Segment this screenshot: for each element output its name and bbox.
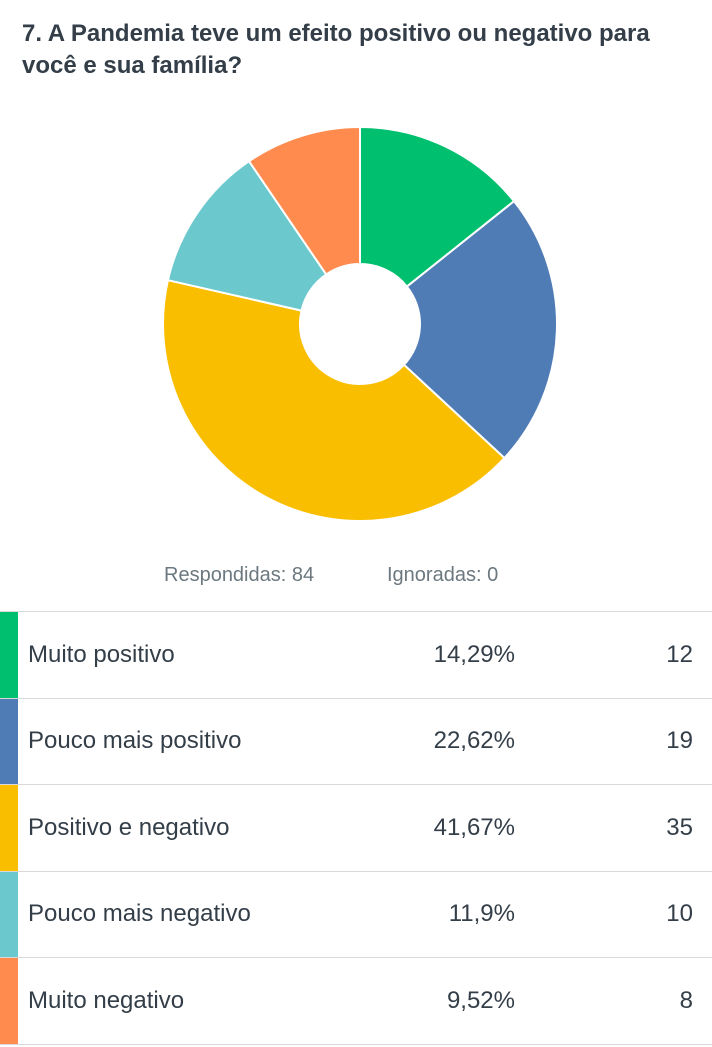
answer-count: 8 <box>679 986 693 1014</box>
answer-count: 19 <box>666 727 693 755</box>
answer-label: Muito negativo <box>28 986 185 1014</box>
pie-slice-positivo-e-negativo[interactable] <box>162 278 506 522</box>
question-title: 7. A Pandemia teve um efeito positivo ou… <box>22 20 650 79</box>
answer-percent: 11,9% <box>448 900 515 928</box>
answer-count: 35 <box>666 813 693 841</box>
pie-slice-muito-negativo[interactable] <box>247 125 361 276</box>
answer-percent: 41,67% <box>433 813 515 841</box>
color-swatch <box>0 871 18 958</box>
answer-label: Positivo e negativo <box>28 813 230 841</box>
table-row: Positivo e negativo 41,67% 35 <box>0 784 712 871</box>
answer-count: 12 <box>666 640 693 668</box>
answer-label: Muito positivo <box>28 640 175 668</box>
color-swatch <box>0 698 18 785</box>
pie-slice-pouco-mais-positivo[interactable] <box>402 199 558 460</box>
table-row: Pouco mais positivo 22,62% 19 <box>0 698 712 785</box>
answer-count: 10 <box>666 900 693 928</box>
pie-slice-pouco-mais-negativo[interactable] <box>166 159 328 312</box>
pie-slice-muito-positivo[interactable] <box>359 125 516 288</box>
table-row: Muito positivo 14,29% 12 <box>0 611 712 698</box>
color-swatch <box>0 957 18 1044</box>
color-swatch <box>0 611 18 698</box>
answer-label: Pouco mais positivo <box>28 727 242 755</box>
answered-count: Respondidas: 84 <box>164 564 315 586</box>
skipped-count: Ignoradas: 0 <box>387 564 499 586</box>
answer-percent: 14,29% <box>433 640 515 668</box>
answer-percent: 22,62% <box>433 727 515 755</box>
donut-chart <box>162 125 558 522</box>
answer-label: Pouco mais negativo <box>28 900 251 928</box>
table-row: Muito negativo 9,52% 8 <box>0 957 712 1044</box>
results-table: Muito positivo 14,29% 12 Pouco mais posi… <box>0 611 712 1045</box>
table-row: Pouco mais negativo 11,9% 10 <box>0 871 712 958</box>
color-swatch <box>0 784 18 871</box>
answer-percent: 9,52% <box>446 986 515 1014</box>
